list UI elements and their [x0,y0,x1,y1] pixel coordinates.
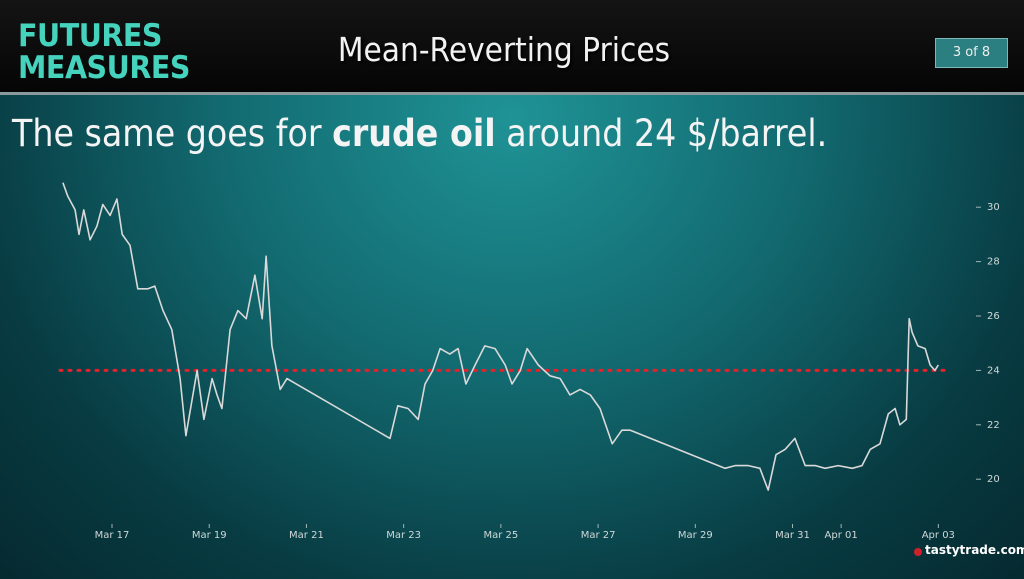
page-badge: 3 of 8 [935,38,1008,68]
logo-line: MEASURES [18,50,190,86]
x-tick-label: Apr 03 [922,530,955,541]
x-tick-label: Mar 21 [289,530,324,541]
x-tick-label: Mar 25 [483,530,518,541]
x-tick-label: Apr 01 [825,530,858,541]
headline: The same goes for crude oil around 24 $/… [12,112,827,155]
brand-icon [914,548,922,556]
x-tick-label: Mar 31 [775,530,810,541]
slide-title: Mean-Reverting Prices [337,30,671,69]
y-tick-label: 28 [987,257,1000,268]
price-line [62,182,939,491]
logo-line: FUTURES [18,18,163,54]
y-tick-label: 22 [987,420,1000,431]
headline-part: around 24 $/barrel. [495,112,828,155]
x-tick-label: Mar 23 [386,530,421,541]
y-tick-label: 30 [987,202,1000,213]
y-tick-label: 26 [987,311,1000,322]
headline-part: The same goes for [12,112,333,155]
x-tick-label: Mar 27 [581,530,616,541]
brand: tastytrade.com [925,543,1024,557]
y-tick-label: 24 [987,365,1000,376]
x-tick-label: Mar 29 [678,530,713,541]
x-tick-label: Mar 19 [192,530,227,541]
x-tick-label: Mar 17 [95,530,130,541]
header: FUTURES MEASURES Mean-Reverting Prices 3… [0,0,1024,95]
y-tick-label: 20 [987,474,1000,485]
headline-part: crude oil [332,112,496,155]
